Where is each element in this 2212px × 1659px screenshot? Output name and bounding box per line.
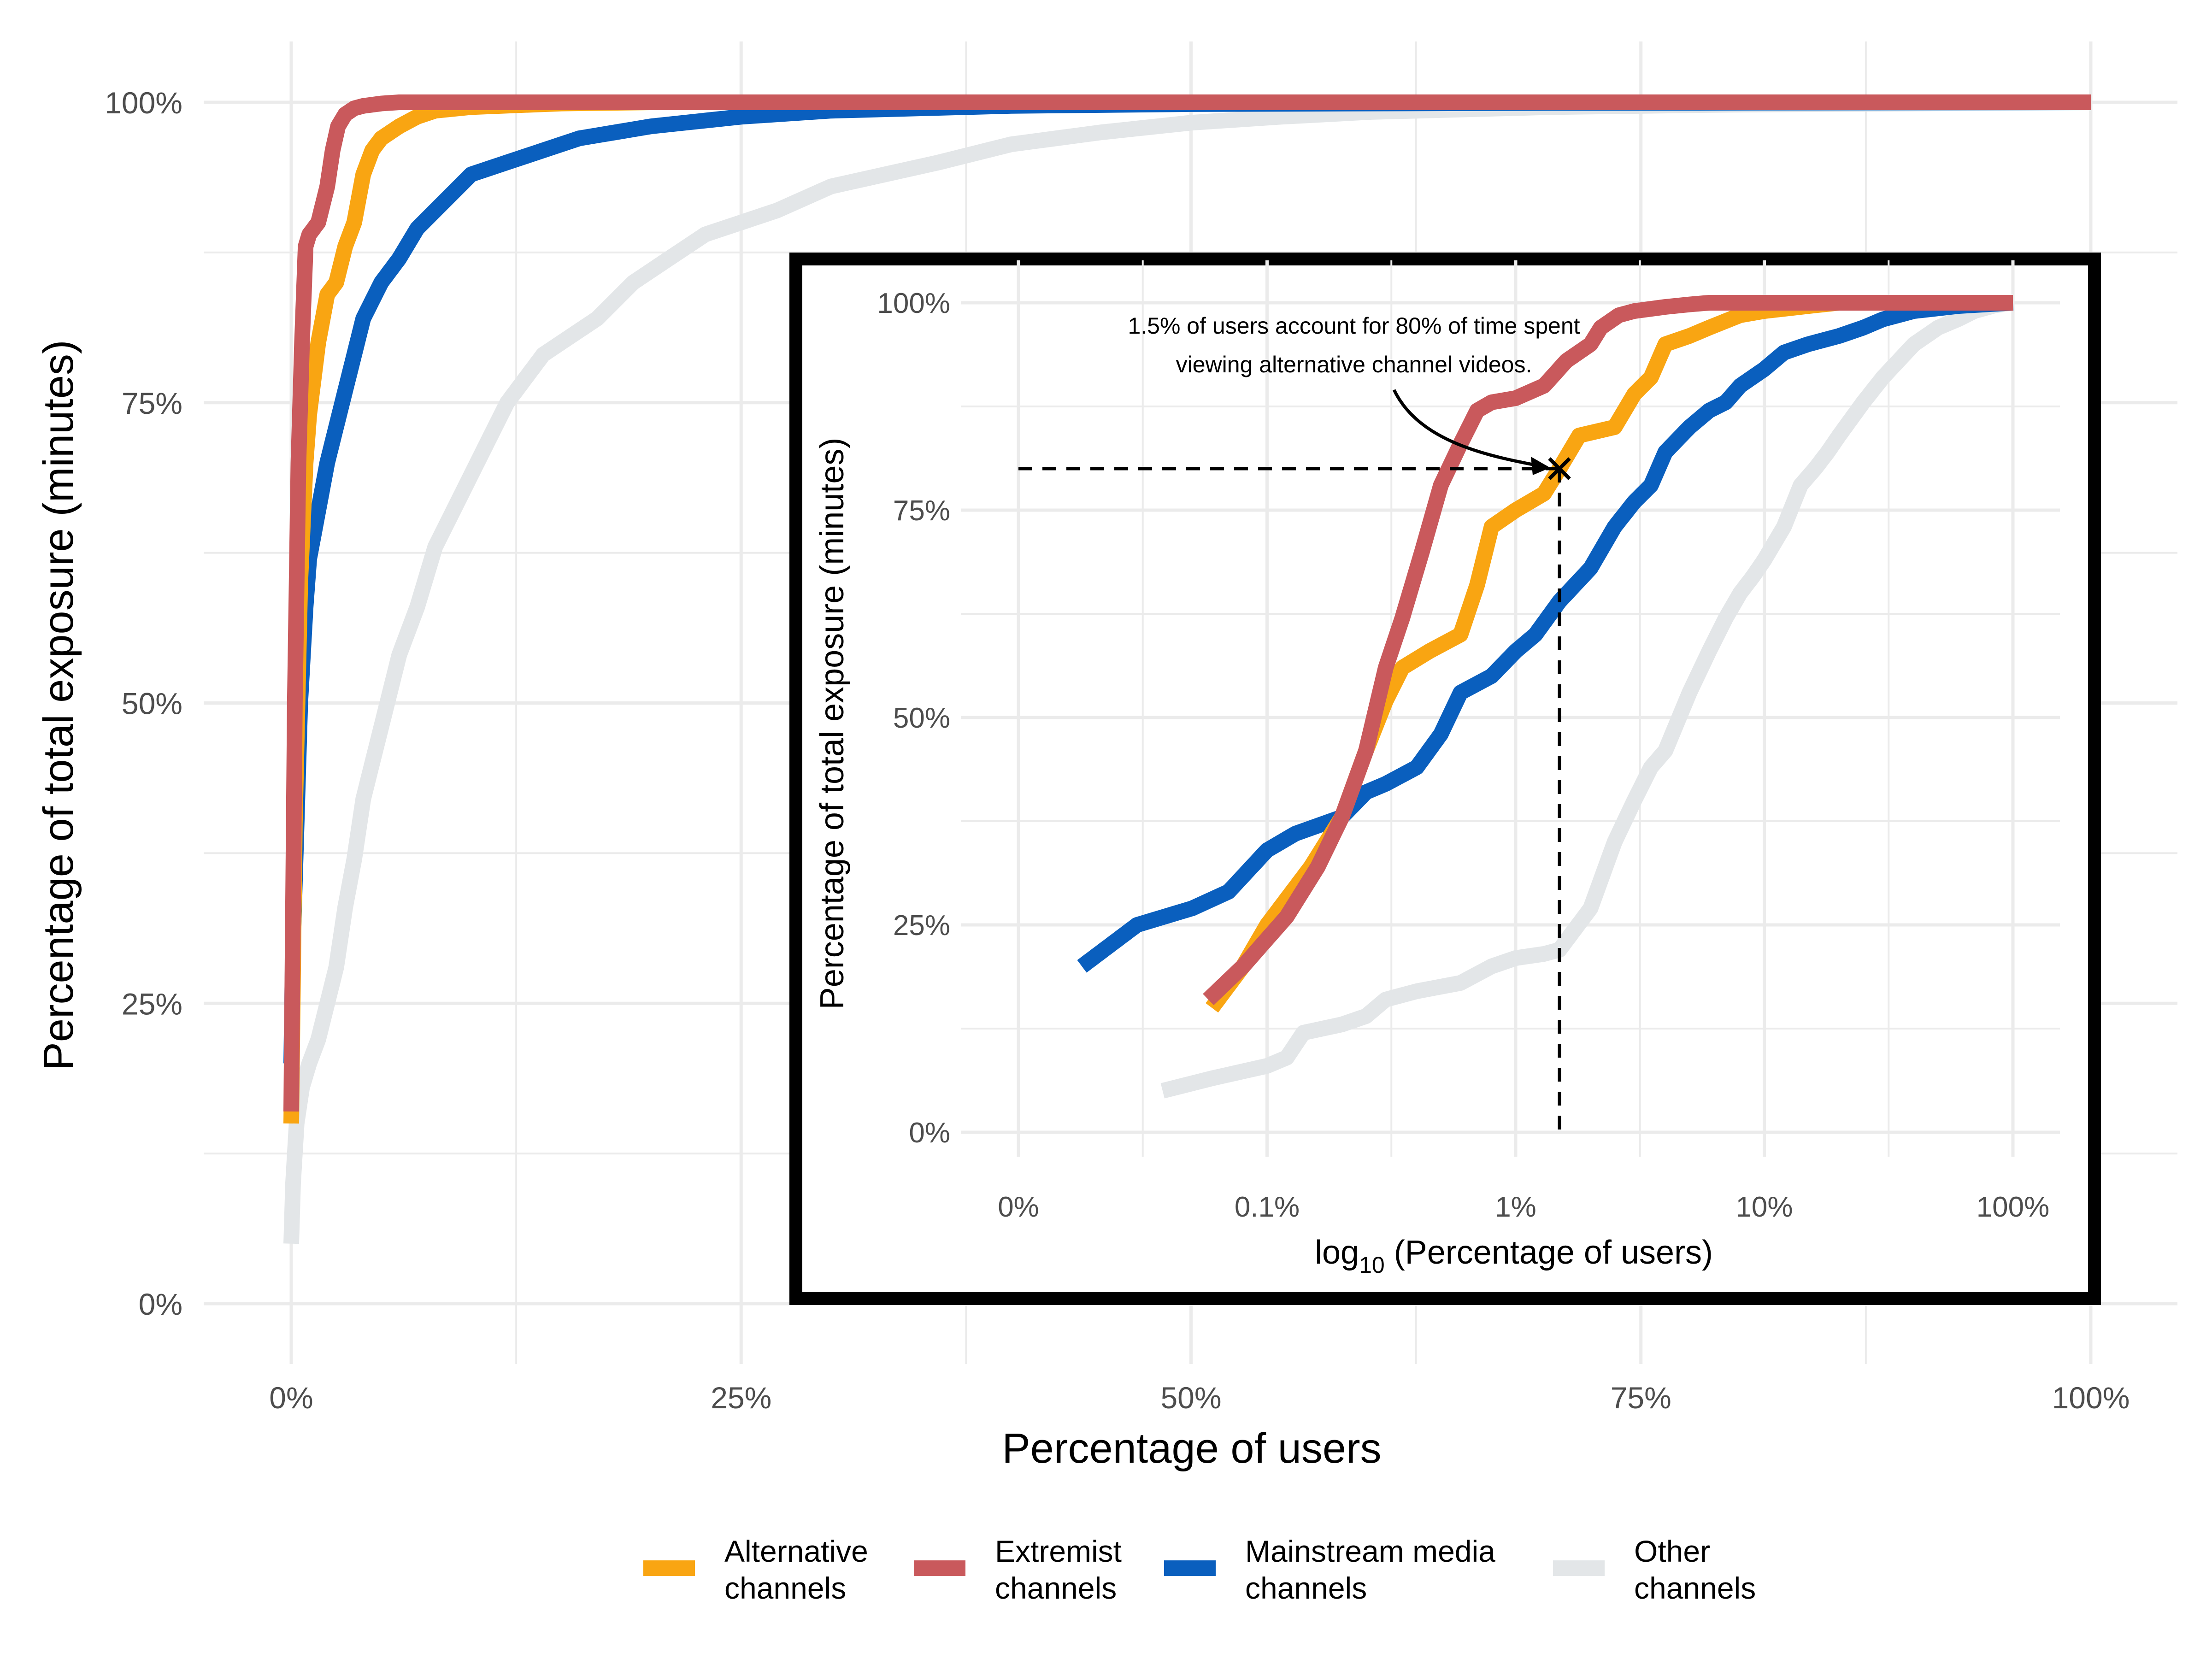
inset-series-line-extremist xyxy=(1203,295,2013,1006)
main-y-tick-label: 50% xyxy=(122,687,182,721)
annotation-text-line-2: viewing alternative channel videos. xyxy=(1176,352,1532,377)
inset-x-tick-label: 0.1% xyxy=(1235,1191,1300,1223)
legend-label-extremist-line2: channels xyxy=(995,1571,1117,1605)
inset-x-tick-label: 100% xyxy=(1977,1191,2050,1223)
legend-label-mainstream: Mainstream media xyxy=(1245,1534,1495,1568)
inset-x-axis-title: log10 (Percentage of users) xyxy=(1315,1234,1713,1278)
main-x-tick-label: 50% xyxy=(1160,1381,1221,1415)
inset-y-tick-label: 75% xyxy=(893,495,950,527)
main-x-tick-label: 25% xyxy=(711,1381,771,1415)
annotation-arrow xyxy=(1392,389,1545,469)
inset-y-tick-label: 25% xyxy=(893,910,950,941)
inset-x-tick-label: 0% xyxy=(998,1191,1039,1223)
legend-label-alternative: Alternative xyxy=(724,1534,868,1568)
main-y-tick-labels: 0% 25% 50% 75% 100% xyxy=(105,86,182,1321)
main-series-line-other xyxy=(283,94,2091,1244)
inset-annotation: 1.5% of users account for 80% of time sp… xyxy=(1018,313,1580,1132)
legend: AlternativechannelsExtremistchannelsMain… xyxy=(643,1534,1756,1605)
annotation-point-marker xyxy=(1548,457,1571,480)
inset-y-axis-title: Percentage of total exposure (minutes) xyxy=(814,438,851,1010)
main-y-tick-label: 0% xyxy=(139,1287,182,1321)
inset-x-axis-title-subscript: 10 xyxy=(1359,1252,1385,1278)
inset-y-tick-label: 50% xyxy=(893,702,950,734)
main-series-line-extremist xyxy=(283,94,2091,1112)
inset-x-axis-title-log: log xyxy=(1315,1234,1359,1271)
inset-x-axis-title-rest: (Percentage of users) xyxy=(1385,1234,1713,1271)
legend-label-other: Other xyxy=(1634,1534,1710,1568)
inset-series-line-other xyxy=(1160,295,2014,1099)
legend-label-other-line2: channels xyxy=(1634,1571,1756,1605)
inset-chart: 1.5% of users account for 80% of time sp… xyxy=(789,253,2101,1305)
inset-y-tick-labels: 0% 25% 50% 75% 100% xyxy=(877,288,950,1149)
annotation-arrowhead xyxy=(1531,457,1551,475)
main-x-tick-label: 0% xyxy=(269,1381,313,1415)
main-x-tick-label: 75% xyxy=(1611,1381,1671,1415)
legend-label-extremist: Extremist xyxy=(995,1534,1122,1568)
inset-x-tick-labels: 0% 0.1% 1% 10% 100% xyxy=(998,1191,2049,1223)
main-x-tick-labels: 0% 25% 50% 75% 100% xyxy=(269,1381,2130,1415)
main-x-tick-label: 100% xyxy=(2052,1381,2130,1415)
annotation-text-line-1: 1.5% of users account for 80% of time sp… xyxy=(1128,313,1580,339)
inset-y-tick-label: 100% xyxy=(877,288,950,319)
legend-label-mainstream-line2: channels xyxy=(1245,1571,1367,1605)
legend-label-alternative-line2: channels xyxy=(724,1571,846,1605)
main-y-tick-label: 100% xyxy=(105,86,182,120)
main-y-axis-title: Percentage of total exposure (minutes) xyxy=(35,340,82,1070)
inset-series-line-mainstream xyxy=(1077,295,2014,973)
main-series xyxy=(283,94,2091,1244)
inset-x-tick-label: 10% xyxy=(1735,1191,1793,1223)
inset-y-tick-label: 0% xyxy=(909,1117,950,1149)
main-y-tick-label: 75% xyxy=(122,386,182,420)
inset-x-tick-label: 1% xyxy=(1495,1191,1536,1223)
main-x-axis-title: Percentage of users xyxy=(1002,1425,1381,1472)
main-y-tick-label: 25% xyxy=(122,987,182,1021)
inset-series xyxy=(1077,295,2014,1099)
inset-border xyxy=(789,253,2101,1305)
